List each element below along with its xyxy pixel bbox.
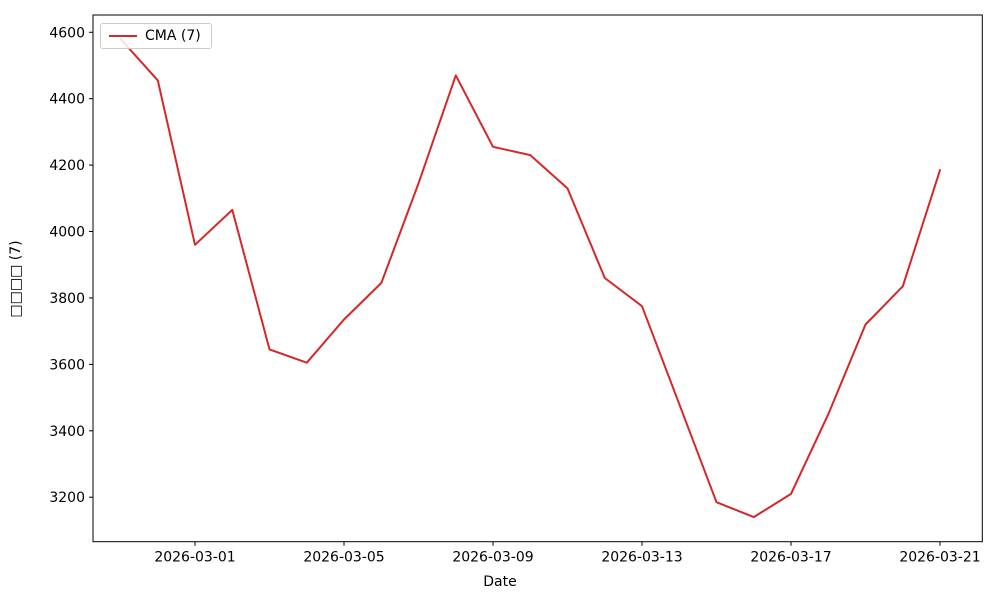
- y-axis-label: □□□□ (7): [8, 240, 24, 318]
- x-tick-label: 2026-03-09: [452, 550, 533, 566]
- series-line-cma-7-: [119, 37, 941, 519]
- x-axis-label: Date: [483, 574, 517, 590]
- x-tick-label: 2026-03-13: [601, 550, 682, 566]
- legend-line-sample: [109, 35, 137, 37]
- y-tick-label: 3600: [49, 357, 85, 373]
- y-tick-label: 3400: [49, 424, 85, 440]
- y-tick-label: 4200: [49, 158, 85, 174]
- y-tick-label: 4400: [49, 92, 85, 108]
- y-tick-label: 3200: [49, 490, 85, 506]
- plot-border: [92, 14, 983, 543]
- y-tick-label: 3800: [49, 291, 85, 307]
- x-tick-label: 2026-03-05: [303, 550, 384, 566]
- x-tick-label: 2026-03-01: [154, 550, 235, 566]
- x-tick-label: 2026-03-21: [899, 550, 980, 566]
- x-tick-label: 2026-03-17: [750, 550, 831, 566]
- legend[interactable]: CMA (7): [100, 23, 212, 49]
- legend-label: CMA (7): [145, 28, 201, 44]
- y-tick-label: 4600: [49, 25, 85, 41]
- y-tick-label: 4000: [49, 225, 85, 241]
